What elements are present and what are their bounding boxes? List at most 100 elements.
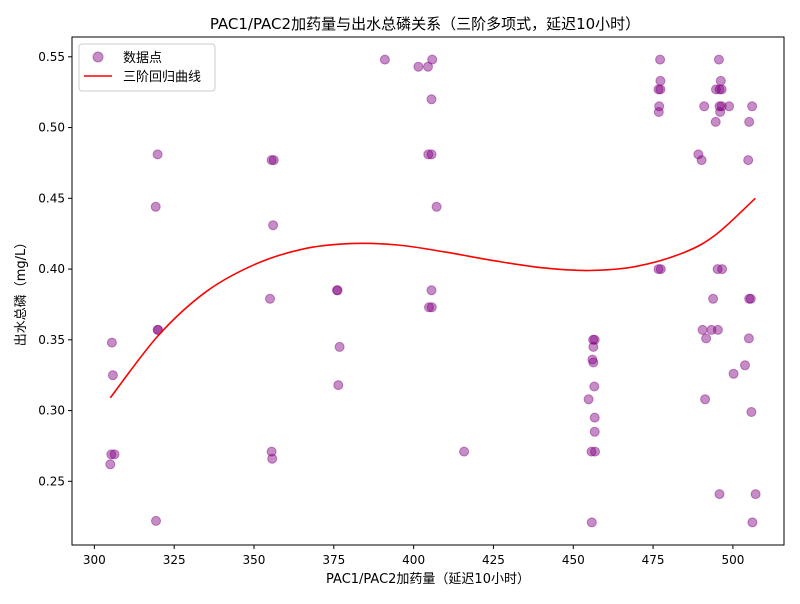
scatter-point	[708, 293, 719, 304]
scatter-point	[266, 446, 277, 457]
scatter-point	[714, 101, 725, 112]
y-tick-label: 0.55	[38, 50, 65, 64]
scatter-point	[332, 285, 342, 296]
scatter-point	[379, 54, 390, 65]
scatter-point	[713, 54, 724, 65]
scatter-point	[588, 357, 599, 368]
scatter-point	[712, 264, 723, 275]
legend-label-curve: 三阶回归曲线	[123, 70, 201, 85]
scatter-points	[105, 54, 761, 528]
scatter-point	[459, 446, 470, 457]
scatter-point	[743, 155, 754, 166]
legend-label-scatter: 数据点	[123, 51, 162, 66]
y-tick-label: 0.45	[38, 191, 65, 205]
x-tick-label: 475	[642, 553, 665, 567]
scatter-point	[700, 394, 711, 405]
legend: 数据点 三阶回归曲线	[78, 43, 216, 92]
scatter-point	[743, 333, 754, 344]
scatter-point	[107, 370, 118, 381]
scatter-point	[589, 426, 600, 437]
x-tick-label: 375	[322, 553, 345, 567]
scatter-point	[717, 264, 728, 275]
scatter-point	[747, 517, 758, 528]
scatter-point	[744, 116, 755, 127]
x-tick-label: 325	[163, 553, 186, 567]
scatter-point	[714, 84, 725, 95]
legend-scatter-marker	[92, 51, 104, 63]
scatter-point	[715, 107, 726, 117]
scatter-point	[268, 155, 279, 166]
scatter-point	[109, 449, 120, 460]
scatter-point	[265, 293, 275, 304]
x-tick-label: 300	[83, 553, 106, 567]
y-tick-label: 0.50	[38, 121, 65, 135]
scatter-point	[745, 293, 756, 304]
regression-curve	[109, 197, 756, 399]
scatter-point	[588, 341, 599, 352]
scatter-point	[653, 264, 664, 275]
scatter-point	[334, 341, 345, 352]
scatter-point	[267, 453, 278, 464]
scatter-point	[728, 368, 739, 379]
scatter-point	[268, 220, 279, 231]
scatter-point	[413, 61, 424, 72]
scatter-point	[587, 354, 598, 365]
legend-frame	[78, 43, 216, 92]
y-tick-label: 0.30	[38, 404, 65, 418]
scatter-point	[716, 84, 727, 95]
y-axis-label: 出水总磷（mg/L）	[14, 236, 29, 347]
y-tick-label: 0.35	[38, 333, 65, 347]
scatter-point	[697, 324, 708, 335]
scatter-point	[106, 337, 117, 348]
scatter-point	[332, 285, 343, 296]
scatter-point	[750, 489, 761, 500]
scatter-point	[590, 446, 600, 457]
scatter-point	[152, 324, 163, 335]
scatter-point	[586, 517, 597, 528]
chart-title: PAC1/PAC2加药量与出水总磷关系（三阶多项式，延迟10小时）	[210, 15, 640, 33]
scatter-point	[152, 149, 163, 160]
plot-area-background	[72, 37, 784, 545]
scatter-point	[589, 412, 600, 423]
scatter-point	[710, 116, 721, 127]
scatter-point	[724, 101, 735, 112]
scatter-point	[105, 459, 116, 470]
y-tick-label: 0.40	[38, 262, 65, 276]
scatter-point	[150, 201, 161, 212]
scatter-point	[333, 380, 344, 391]
scatter-point	[424, 302, 434, 313]
scatter-point	[266, 155, 277, 166]
scatter-point	[431, 201, 442, 212]
x-tick-label: 425	[482, 553, 505, 567]
x-tick-label: 500	[721, 553, 744, 567]
scatter-point	[701, 333, 712, 344]
scatter-point	[714, 489, 725, 500]
scatter-point	[426, 149, 437, 160]
scatter-point	[423, 149, 434, 160]
x-tick-label: 400	[402, 553, 425, 567]
y-tick-label: 0.25	[38, 474, 65, 488]
scatter-point	[715, 75, 726, 86]
scatter-point	[716, 101, 727, 112]
plot-frame	[71, 36, 785, 546]
scatter-point	[696, 155, 707, 166]
scatter-point	[740, 360, 750, 371]
x-tick-label: 350	[243, 553, 266, 567]
scatter-point	[655, 84, 666, 95]
scatter-point	[655, 54, 666, 65]
scatter-point	[106, 449, 117, 460]
y-axis: 0.25 0.30 0.35 0.40 0.45 0.50 0.55	[38, 50, 72, 488]
scatter-point	[747, 101, 758, 112]
scatter-point	[699, 101, 710, 112]
scatter-point	[654, 101, 665, 112]
scatter-point	[744, 293, 755, 304]
scatter-point	[693, 149, 704, 160]
x-axis: 300 325 350 375 400 425 450 475 500	[83, 545, 744, 567]
scatter-point	[711, 84, 721, 95]
scatter-point	[426, 94, 437, 105]
scatter-point	[655, 75, 666, 86]
x-axis-label: PAC1/PAC2加药量（延迟10小时）	[326, 572, 530, 587]
scatter-point	[586, 446, 597, 457]
scatter-point	[426, 302, 437, 313]
